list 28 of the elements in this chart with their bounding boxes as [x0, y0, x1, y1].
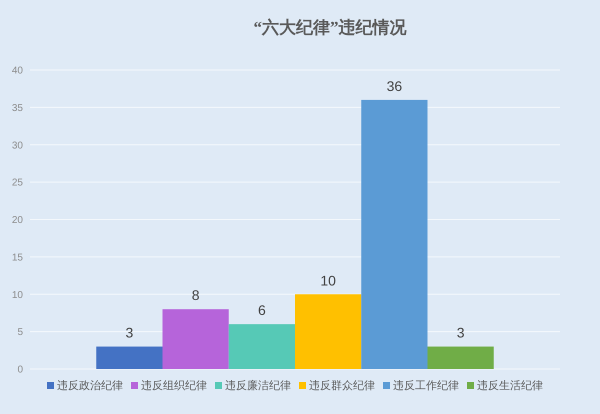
data-label: 10 [320, 272, 336, 288]
bar [228, 324, 295, 369]
bar [295, 294, 362, 369]
y-tick-label: 25 [12, 178, 24, 189]
y-tick-label: 10 [12, 290, 24, 301]
data-label: 36 [386, 78, 402, 94]
y-tick-label: 15 [12, 252, 24, 264]
bar [96, 346, 162, 369]
data-label: 6 [258, 302, 266, 318]
legend-label: 违反廉洁纪律 [225, 379, 291, 392]
data-label: 3 [456, 324, 465, 341]
chart-title: “六大纪律”违纪情况 [254, 18, 408, 37]
y-tick-label: 35 [12, 102, 24, 114]
data-label: 8 [192, 287, 200, 304]
y-tick-label: 0 [17, 364, 24, 376]
bar [428, 346, 494, 369]
y-tick-label: 40 [12, 66, 24, 76]
legend-label: 违反政治纪律 [57, 379, 123, 392]
y-tick-label: 30 [12, 140, 24, 152]
legend-label: 违反工作纪律 [393, 379, 459, 392]
legend-label: 违反生活纪律 [477, 379, 543, 392]
bar [162, 309, 229, 369]
legend-label: 违反群众纪律 [309, 379, 375, 392]
y-tick-label: 20 [12, 215, 24, 226]
y-tick-label: 5 [17, 327, 24, 338]
bar [361, 100, 428, 369]
legend-label: 违反组织纪律 [141, 379, 207, 392]
data-label: 3 [125, 324, 134, 341]
